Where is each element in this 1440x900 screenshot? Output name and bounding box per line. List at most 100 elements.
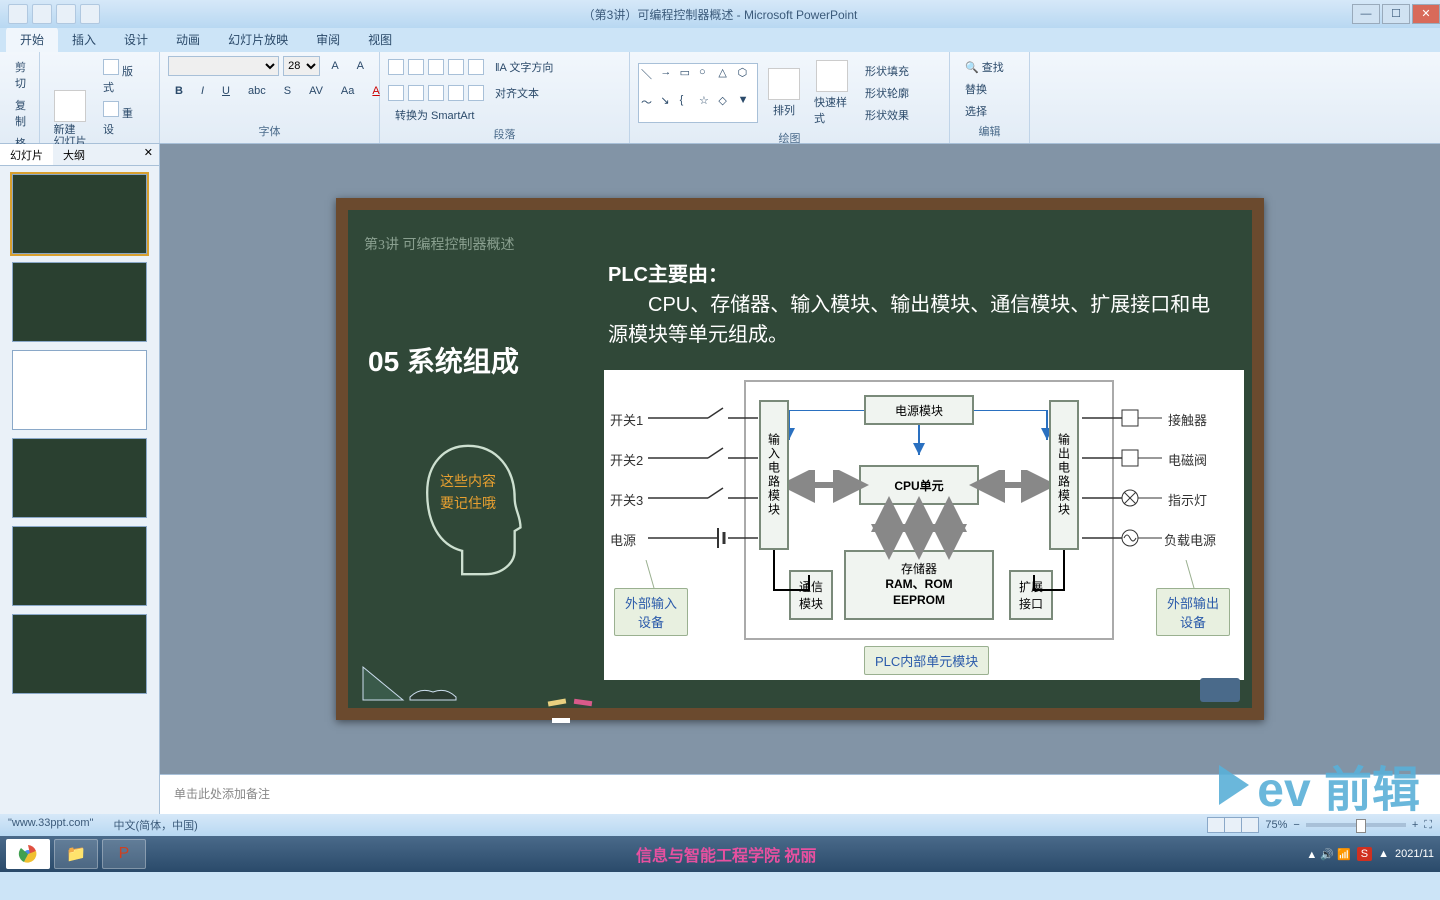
shape-star-icon[interactable]: ☆	[699, 94, 716, 120]
label-load: 负载电源	[1164, 530, 1216, 549]
indent-inc-icon[interactable]	[448, 59, 464, 75]
sorter-view-button[interactable]	[1224, 817, 1242, 833]
callout-pointer-right	[1174, 560, 1214, 590]
font-size-select[interactable]: 28	[283, 56, 320, 76]
shape-curve-icon[interactable]: 〜	[641, 94, 658, 120]
grow-font-button[interactable]: A	[324, 57, 345, 75]
shape-arrow-icon[interactable]: →	[660, 66, 677, 92]
slide-thumb[interactable]	[12, 262, 147, 342]
replace-button[interactable]: 替换	[958, 78, 1021, 100]
save-icon[interactable]	[32, 4, 52, 24]
tab-slideshow[interactable]: 幻灯片放映	[214, 27, 302, 52]
panel-tab-outline[interactable]: 大纲	[53, 144, 95, 165]
shape-effect-button[interactable]: 形状效果	[858, 104, 916, 126]
shape-oval-icon[interactable]: ○	[699, 66, 716, 92]
panel-tab-slides[interactable]: 幻灯片	[0, 144, 53, 165]
strike-button[interactable]: abc	[241, 82, 273, 100]
redo-icon[interactable]	[80, 4, 100, 24]
columns-icon[interactable]	[468, 85, 484, 101]
slideshow-view-button[interactable]	[1241, 817, 1259, 833]
label-sw3: 开关3	[610, 490, 643, 509]
smartart-button[interactable]: 转换为 SmartArt	[388, 104, 481, 126]
slide-canvas[interactable]: 第3讲 可编程控制器概述 05 系统组成 这些内容 要记住哦 PLC主要由： C…	[160, 144, 1440, 774]
quickstyle-button[interactable]: 快速样式	[810, 56, 854, 130]
quick-access-toolbar	[0, 4, 100, 24]
shape-rect-icon[interactable]: ▭	[680, 66, 697, 92]
justify-icon[interactable]	[448, 85, 464, 101]
head-text: 这些内容 要记住哦	[420, 470, 516, 515]
bold-button[interactable]: B	[168, 82, 190, 100]
reset-button[interactable]: 重设	[96, 98, 151, 140]
shape-more-icon[interactable]: ⬡	[738, 66, 755, 92]
find-button[interactable]: 🔍 查找	[958, 56, 1021, 78]
slide-thumb[interactable]	[12, 174, 147, 254]
shape-tri-icon[interactable]: △	[718, 66, 735, 92]
indent-dec-icon[interactable]	[428, 59, 444, 75]
tray-icons[interactable]: ▲ 🔊 📶	[1306, 848, 1350, 861]
shape-fill-button[interactable]: 形状填充	[858, 60, 916, 82]
align-text-button[interactable]: 对齐文本	[488, 82, 546, 104]
fit-button[interactable]: ⛶	[1424, 819, 1432, 832]
chrome-icon[interactable]	[6, 839, 50, 869]
undo-icon[interactable]	[56, 4, 76, 24]
case-button[interactable]: Aa	[334, 82, 361, 100]
ime-icon[interactable]: S	[1357, 847, 1372, 861]
zoom-out-button[interactable]: −	[1293, 819, 1299, 831]
slide-thumb[interactable]	[12, 526, 147, 606]
shadow-button[interactable]: S	[277, 82, 298, 100]
explorer-icon[interactable]: 📁	[54, 839, 98, 869]
new-slide-button[interactable]: 新建 幻灯片	[48, 86, 92, 152]
copy-button[interactable]: 复制	[8, 94, 31, 132]
text-direction-button[interactable]: ‖A 文字方向	[488, 56, 560, 78]
clock[interactable]: 2021/11	[1395, 848, 1434, 860]
group-paragraph: ‖A 文字方向 对齐文本 转换为 SmartArt 段落	[380, 52, 630, 143]
slide-thumb[interactable]	[12, 350, 147, 430]
slide-thumb[interactable]	[12, 614, 147, 694]
shrink-font-button[interactable]: A	[350, 57, 371, 75]
cut-button[interactable]: 剪切	[8, 56, 31, 94]
spacing-button[interactable]: AV	[302, 82, 330, 100]
tab-design[interactable]: 设计	[110, 27, 162, 52]
align-right-icon[interactable]	[428, 85, 444, 101]
close-button[interactable]: ✕	[1412, 4, 1440, 24]
bullets-icon[interactable]	[388, 59, 404, 75]
layout-button[interactable]: 版式	[96, 56, 151, 98]
slide-thumb[interactable]	[12, 438, 147, 518]
tab-review[interactable]: 审阅	[302, 27, 354, 52]
tray-more-icon[interactable]: ▲	[1378, 848, 1389, 860]
chalk-pieces	[548, 692, 608, 704]
italic-button[interactable]: I	[194, 82, 211, 100]
label-contactor: 接触器	[1168, 410, 1207, 429]
shape-scroll-icon[interactable]: ▼	[738, 94, 755, 120]
font-family-select[interactable]	[168, 56, 279, 76]
office-button[interactable]	[8, 4, 28, 24]
shape-line-icon[interactable]: ＼	[641, 66, 658, 92]
shape-brace-icon[interactable]: {	[680, 94, 697, 120]
minimize-button[interactable]: —	[1352, 4, 1380, 24]
shapes-gallery[interactable]: ＼→▭○△⬡ 〜↘{☆◇▼	[638, 63, 758, 123]
zoom-slider[interactable]	[1306, 823, 1406, 827]
tab-anim[interactable]: 动画	[162, 27, 214, 52]
tab-home[interactable]: 开始	[6, 27, 58, 52]
select-button[interactable]: 选择	[958, 100, 1021, 122]
powerpoint-icon[interactable]: P	[102, 839, 146, 869]
align-left-icon[interactable]	[388, 85, 404, 101]
outline-label: 形状轮廓	[865, 88, 909, 100]
underline-button[interactable]: U	[215, 82, 237, 100]
maximize-button[interactable]: ☐	[1382, 4, 1410, 24]
shape-callout-icon[interactable]: ◇	[718, 94, 735, 120]
align-center-icon[interactable]	[408, 85, 424, 101]
zoom-in-button[interactable]: +	[1412, 819, 1418, 831]
plc-body: CPU、存储器、输入模块、输出模块、通信模块、扩展接口和电源模块等单元组成。	[608, 290, 1222, 350]
numbering-icon[interactable]	[408, 59, 424, 75]
line-spacing-icon[interactable]	[468, 59, 484, 75]
slide-panel[interactable]: 幻灯片 大纲 ✕	[0, 144, 160, 814]
normal-view-button[interactable]	[1207, 817, 1225, 833]
notes-pane[interactable]: 单击此处添加备注	[160, 774, 1440, 814]
panel-close-icon[interactable]: ✕	[138, 144, 159, 165]
shape-connector-icon[interactable]: ↘	[660, 94, 677, 120]
shape-outline-button[interactable]: 形状轮廓	[858, 82, 916, 104]
arrange-button[interactable]: 排列	[762, 64, 806, 122]
tab-view[interactable]: 视图	[354, 27, 406, 52]
tab-insert[interactable]: 插入	[58, 27, 110, 52]
